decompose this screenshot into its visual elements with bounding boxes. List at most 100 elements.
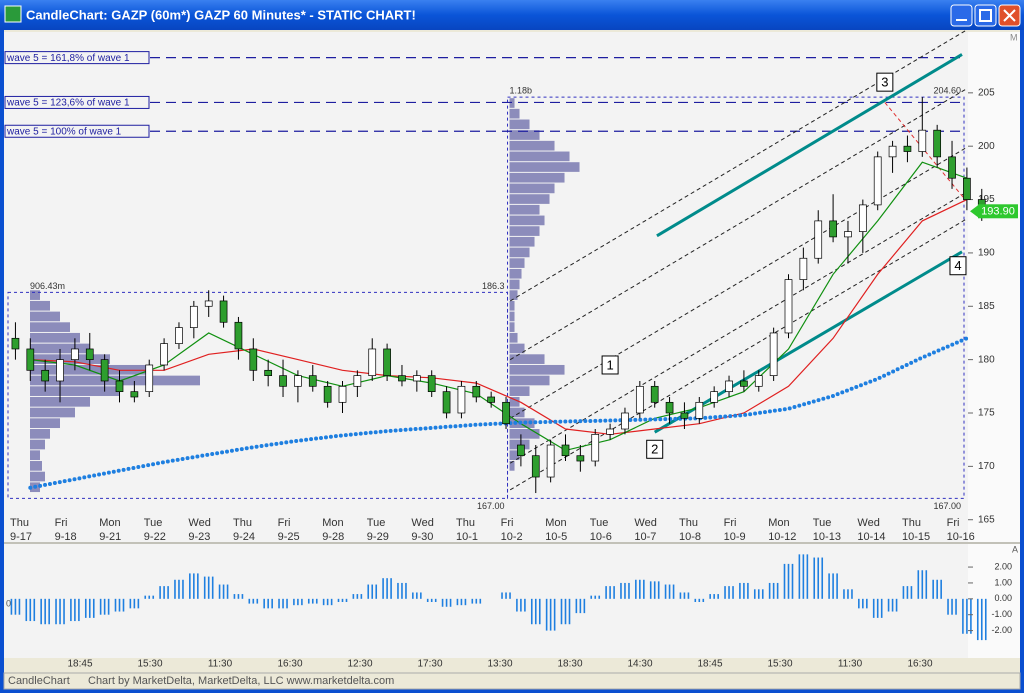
candle-body: [576, 455, 585, 462]
date-weekday: Thu: [456, 517, 475, 529]
candle-body: [665, 401, 674, 414]
date-label: 9-25: [278, 531, 300, 543]
date-label: 10-7: [634, 531, 656, 543]
date-label: 10-14: [857, 531, 885, 543]
candle-body: [219, 300, 228, 323]
candle-body: [145, 364, 154, 393]
candle-body: [323, 385, 332, 403]
window-button-icons: [956, 9, 1016, 22]
date-label: 10-15: [902, 531, 930, 543]
candle-body: [189, 305, 198, 328]
date-weekday: Wed: [857, 517, 879, 529]
candle-body: [710, 391, 719, 403]
oscillator-plot: [4, 544, 968, 658]
candle-body: [517, 444, 525, 457]
date-weekday: Thu: [10, 517, 29, 529]
candle-body: [502, 401, 510, 425]
candle-body: [606, 428, 614, 435]
date-weekday: Mon: [768, 517, 789, 529]
profile-bar: [509, 108, 520, 119]
candle-body: [650, 385, 659, 403]
profile-bar: [30, 300, 50, 311]
candle-body: [546, 444, 555, 478]
date-label: 9-24: [233, 531, 255, 543]
profile-bar: [509, 332, 518, 343]
profile-low: 167.00: [477, 501, 505, 511]
price-axis: [968, 32, 1020, 542]
profile-bar: [509, 354, 545, 364]
date-weekday: Mon: [99, 517, 120, 529]
date-label: 10-12: [768, 531, 796, 543]
date-weekday: Wed: [411, 517, 433, 529]
y-tick-label: 175: [978, 408, 995, 419]
candle-body: [963, 177, 971, 200]
time-label: 11:30: [208, 659, 233, 670]
wave-number-box: [646, 439, 664, 459]
wave-number: 1: [606, 357, 613, 372]
wave-number-box: [601, 355, 619, 375]
profile-bar: [509, 236, 535, 247]
date-label: 9-17: [10, 531, 32, 543]
candle-body: [487, 396, 496, 403]
time-label: 17:30: [417, 659, 442, 670]
candle-body: [338, 385, 347, 403]
profile-bar: [509, 268, 522, 279]
date-label: 10-5: [545, 531, 567, 543]
profile-bar: [30, 429, 50, 439]
candle-body: [412, 375, 421, 382]
status-left: CandleChart: [8, 675, 70, 687]
corner-mark: M: [1010, 32, 1018, 42]
time-label: 12:30: [347, 659, 372, 670]
profile-bar: [509, 311, 515, 322]
candle-body: [368, 348, 377, 376]
candle-body: [308, 375, 317, 387]
date-weekday: Wed: [188, 517, 210, 529]
profile-bar: [30, 322, 70, 332]
y-tick-label: 205: [978, 87, 995, 98]
trendline: [656, 53, 963, 238]
profile-low: 167.00: [933, 501, 961, 511]
y-tick-label: 170: [978, 461, 995, 472]
profile-bar: [30, 311, 60, 322]
candle-body: [175, 327, 183, 344]
candle-body: [635, 385, 644, 414]
profile-bar: [509, 172, 565, 183]
last-price-box: [978, 204, 1018, 219]
candle-body: [427, 375, 436, 393]
candle-body: [695, 401, 704, 419]
minimize-button[interactable]: [950, 4, 973, 27]
wave-number-box: [876, 72, 894, 92]
oscillator-axis: [968, 544, 1020, 658]
profile-bar: [509, 226, 540, 236]
maximize-button[interactable]: [974, 4, 997, 27]
profile-bar: [509, 140, 555, 151]
date-label: 10-6: [590, 531, 612, 543]
time-label: 18:45: [697, 659, 722, 670]
candle-body: [442, 391, 451, 414]
profile-bar: [30, 461, 42, 471]
date-label: 10-9: [724, 531, 746, 543]
profile-high: 204.60: [933, 85, 961, 95]
candle-body: [740, 380, 748, 387]
profile-bar: [509, 322, 515, 332]
date-label: 10-8: [679, 531, 701, 543]
date-weekday: Thu: [679, 517, 698, 529]
moving-average: [29, 199, 968, 435]
candle-body: [41, 369, 50, 382]
wave-label: wave 5 = 100% of wave 1: [6, 126, 122, 137]
candle-body: [264, 369, 273, 376]
profile-bar: [509, 375, 550, 386]
candle-body: [472, 385, 481, 398]
wave-label: wave 5 = 123,6% of wave 1: [6, 98, 130, 109]
wave-label-box: [4, 124, 150, 138]
candle-body: [71, 348, 79, 360]
date-label: 10-2: [501, 531, 523, 543]
profile-bar: [509, 162, 580, 172]
candle-body: [725, 380, 733, 393]
profile-bar: [30, 290, 40, 300]
date-weekday: Tue: [144, 517, 163, 529]
profile-bar: [509, 407, 525, 418]
window-title: CandleChart: GAZP (60m*) GAZP 60 Minutes…: [26, 7, 416, 22]
profile-bar: [509, 215, 545, 226]
